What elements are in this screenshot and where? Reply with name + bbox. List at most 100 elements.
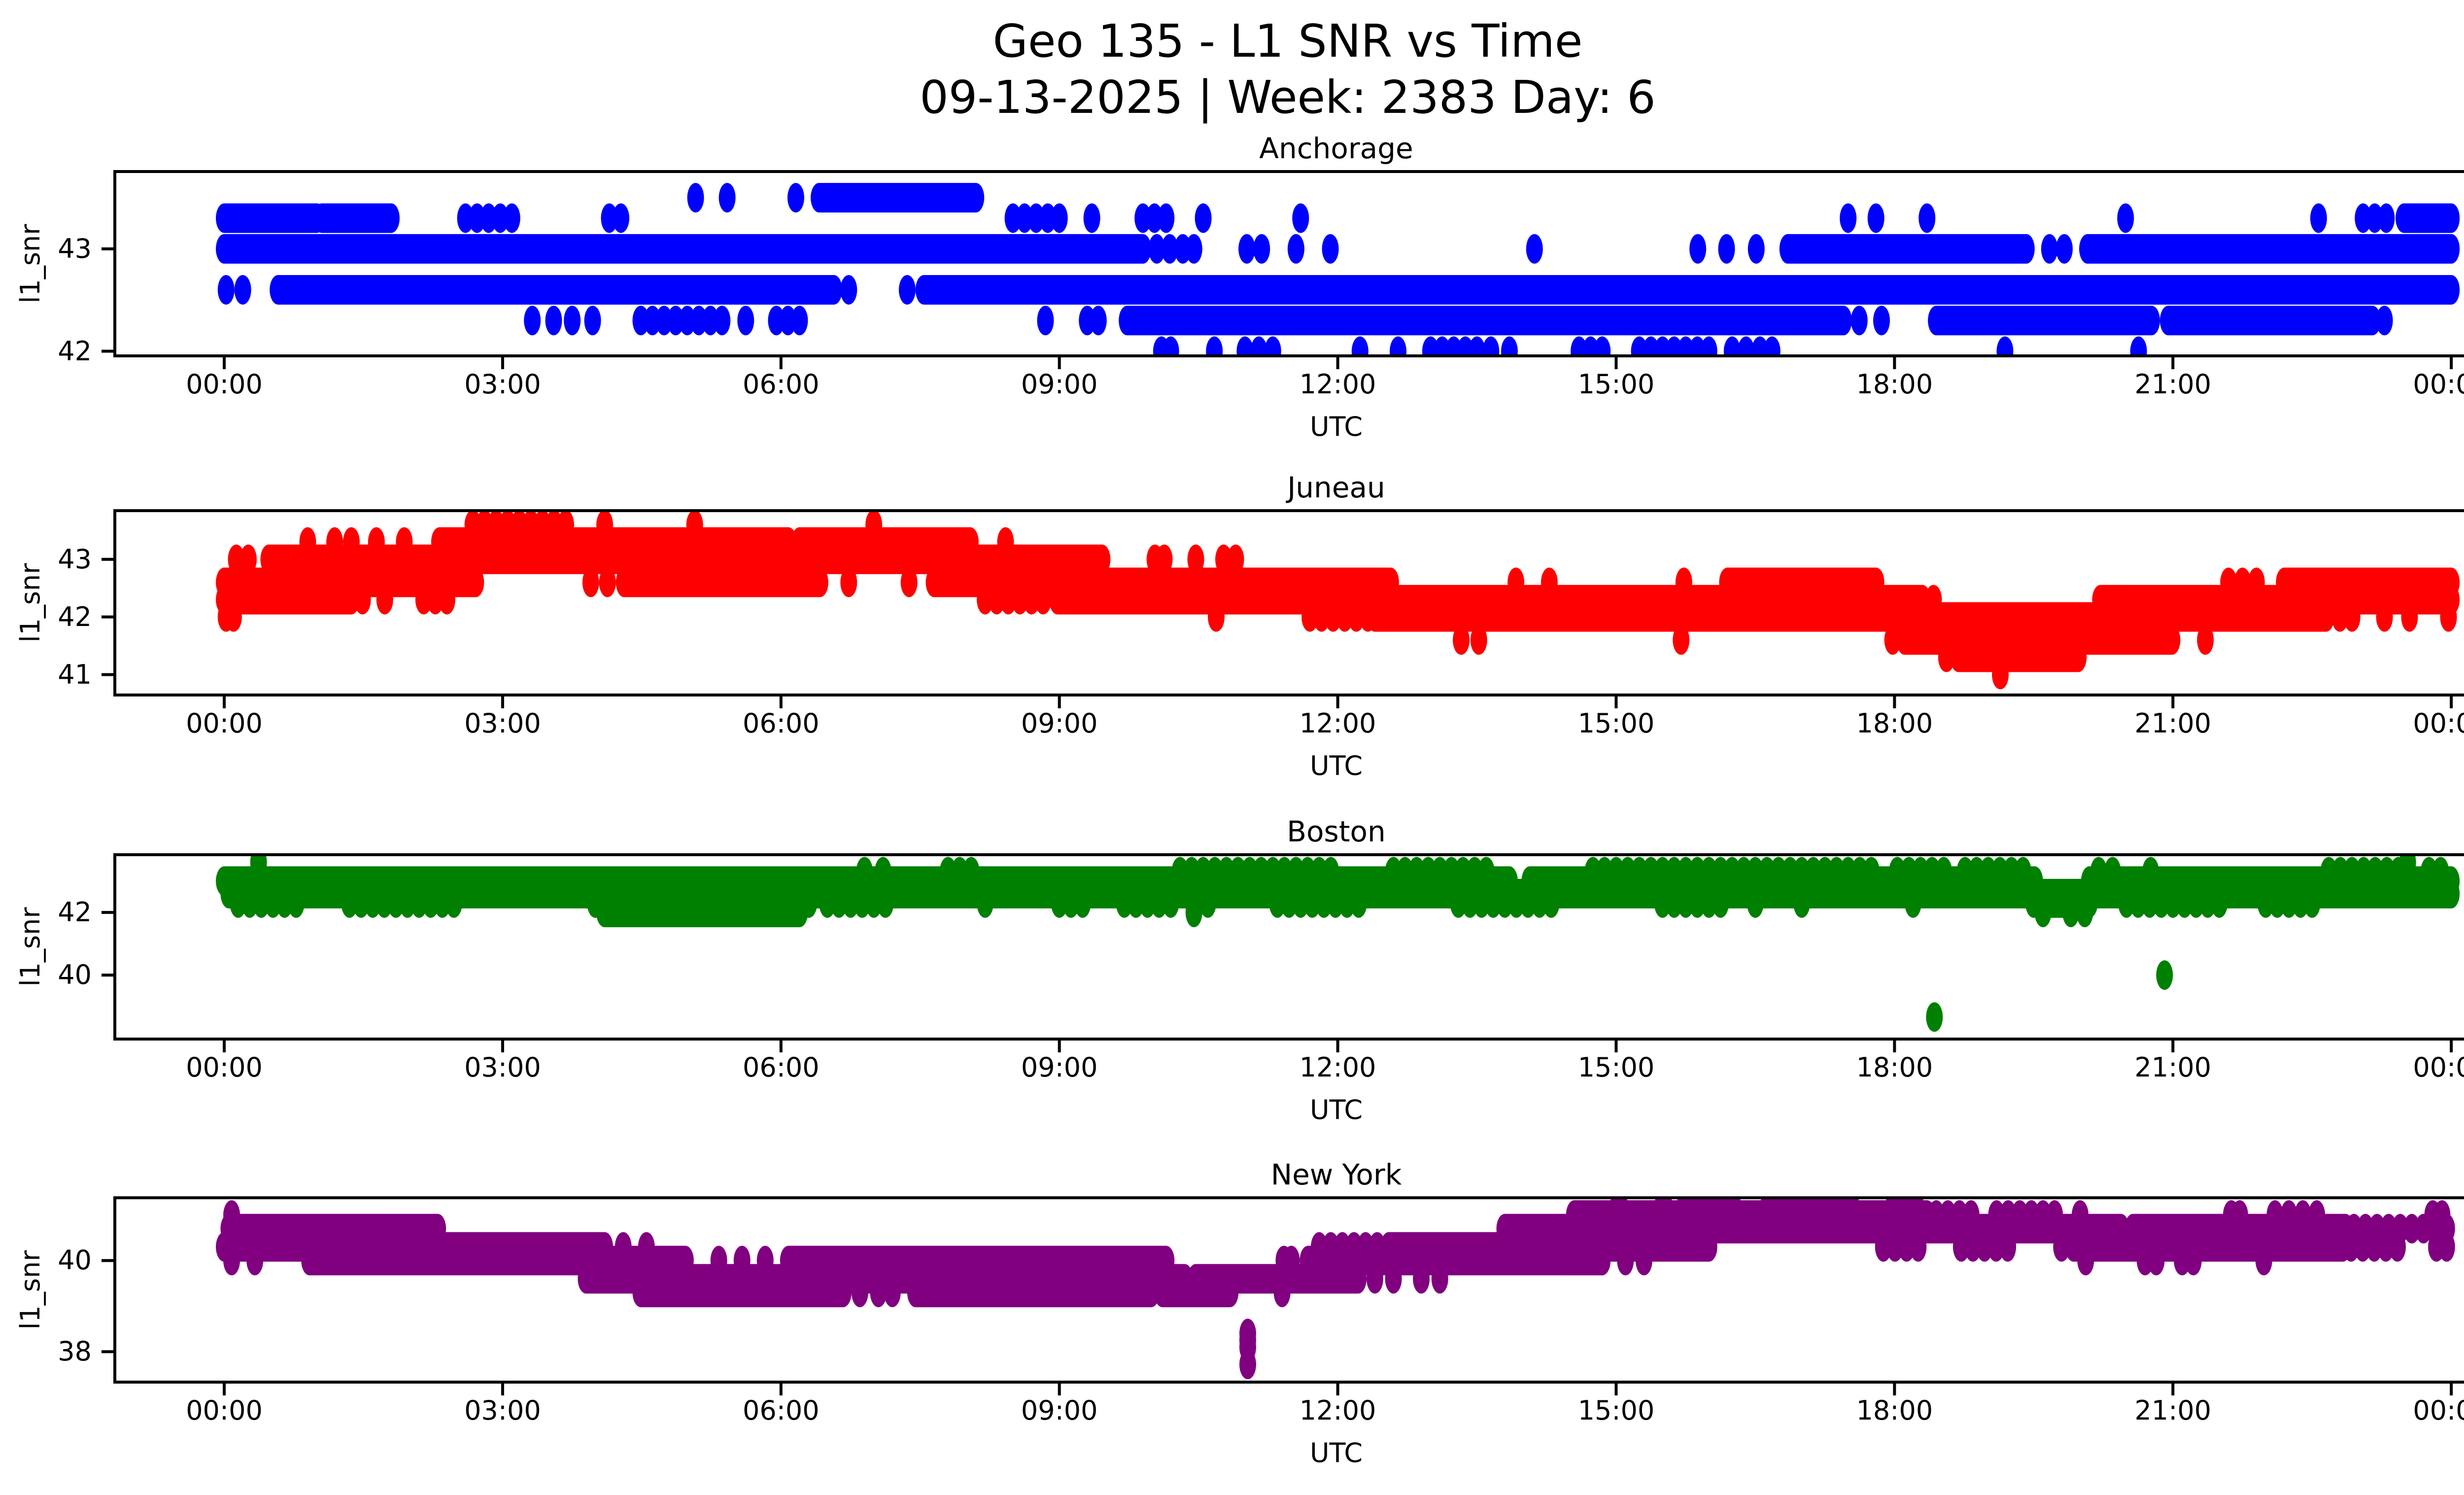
scatter-point <box>240 544 257 574</box>
axes-boston <box>102 853 2464 1052</box>
x-tick-label: 18:00 <box>1856 708 1933 739</box>
scatter-point <box>438 585 455 615</box>
scatter-band <box>313 203 400 233</box>
x-axis-label: UTC <box>1309 1437 1363 1468</box>
y-axis-label: l1_snr <box>15 224 46 304</box>
x-axis-label: UTC <box>1309 750 1363 781</box>
scatter-point <box>2401 602 2418 632</box>
x-tick-label: 15:00 <box>1577 1395 1655 1426</box>
scatter-point <box>399 888 416 918</box>
scatter-point <box>2440 602 2457 632</box>
scatter-point <box>2197 625 2214 655</box>
y-tick-label: 43 <box>58 543 92 575</box>
scatter-point <box>1292 888 1309 918</box>
scatter-point <box>1051 203 1068 233</box>
x-tick-label: 18:00 <box>1856 1052 1933 1083</box>
scatter-point <box>988 585 1005 615</box>
x-tick-label: 12:00 <box>1299 1395 1376 1426</box>
scatter-band <box>1928 306 2160 336</box>
scatter-point <box>2199 888 2216 918</box>
scatter-point <box>2310 203 2327 233</box>
scatter-point <box>1712 888 1729 918</box>
scatter-point <box>898 275 916 305</box>
scatter-point <box>1287 234 1304 264</box>
scatter-point <box>2156 960 2173 990</box>
scatter-point <box>1313 602 1330 632</box>
scatter-point <box>830 888 848 918</box>
scatter-point <box>1654 888 1671 918</box>
scatter-point <box>376 585 393 615</box>
scatter-point <box>1999 1232 2017 1262</box>
scatter-band <box>260 544 1111 574</box>
scatter-point <box>2041 234 2058 264</box>
y-axis-label: l1_snr <box>15 907 46 987</box>
scatter-point <box>1148 234 1165 264</box>
axes-frame <box>113 509 2464 696</box>
scatter-series-boston <box>216 853 2460 1032</box>
figure-subtitle: 09-13-2025 | Week: 2383 Day: 6 <box>920 71 1656 124</box>
scatter-point <box>1269 888 1286 918</box>
scatter-band <box>1779 234 2035 264</box>
scatter-band <box>907 1278 1160 1308</box>
scatter-point <box>1327 888 1344 918</box>
scatter-point <box>1227 544 1244 574</box>
x-tick-label: 03:00 <box>464 1395 541 1426</box>
scatter-point <box>2062 898 2080 928</box>
scatter-point <box>1253 234 1270 264</box>
x-tick-label: 15:00 <box>1577 1052 1655 1083</box>
scatter-point <box>1238 234 1256 264</box>
scatter-point <box>2389 1232 2406 1262</box>
scatter-point <box>1886 1232 1904 1262</box>
scatter-point <box>1239 1350 1256 1380</box>
scatter-point <box>679 306 696 336</box>
scatter-point <box>1875 1232 1892 1262</box>
scatter-point <box>819 888 836 918</box>
x-tick-label: 21:00 <box>2134 1395 2212 1426</box>
scatter-point <box>840 567 857 597</box>
scatter-point <box>264 888 281 918</box>
scatter-band <box>811 183 985 213</box>
scatter-point <box>1350 888 1367 918</box>
x-tick-label: 03:00 <box>464 1052 541 1083</box>
scatter-point <box>1146 203 1163 233</box>
scatter-point <box>1303 888 1321 918</box>
scatter-point <box>854 888 871 918</box>
scatter-point <box>599 567 616 597</box>
scatter-band <box>2159 306 2381 336</box>
scatter-point <box>2077 1246 2094 1276</box>
scatter-point <box>1905 888 1922 918</box>
scatter-point <box>667 306 684 336</box>
scatter-point <box>2153 888 2170 918</box>
scatter-point <box>1027 203 1045 233</box>
scatter-point <box>2269 888 2286 918</box>
scatter-point <box>865 888 883 918</box>
x-tick-label: 00:00 <box>2413 1395 2464 1426</box>
scatter-point <box>1964 1232 1982 1262</box>
scatter-series-new-york <box>216 1196 2455 1380</box>
x-tick-label: 15:00 <box>1577 708 1655 739</box>
scatter-series-juneau <box>216 510 2460 690</box>
scatter-point <box>1867 203 1884 233</box>
scatter-band <box>616 567 828 597</box>
axes-frame <box>113 853 2464 1041</box>
scatter-point <box>1004 203 1022 233</box>
y-tick-label: 42 <box>58 335 92 367</box>
scatter-point <box>411 888 428 918</box>
scatter-band <box>2065 1232 2351 1262</box>
scatter-point <box>1390 336 1406 357</box>
scatter-point <box>1016 203 1033 233</box>
scatter-point <box>364 888 381 918</box>
x-tick-label: 15:00 <box>1577 369 1655 400</box>
scatter-point <box>492 203 509 233</box>
scatter-point <box>2129 888 2147 918</box>
scatter-point <box>1215 544 1232 574</box>
scatter-point <box>2141 888 2158 918</box>
scatter-point <box>1617 1246 1634 1276</box>
scatter-point <box>287 888 305 918</box>
scatter-point <box>1470 625 1487 655</box>
scatter-point <box>2164 888 2182 918</box>
scatter-point <box>2130 336 2147 357</box>
scatter-point <box>584 306 601 336</box>
scatter-point <box>1469 336 1486 357</box>
scatter-point <box>1037 306 1054 336</box>
